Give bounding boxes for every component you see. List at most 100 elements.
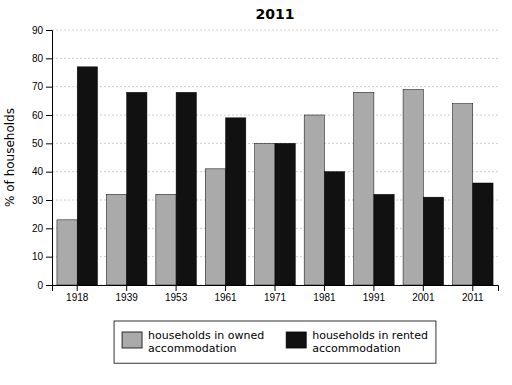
y-tick-mark <box>46 285 52 286</box>
x-tick-label: 1981 <box>313 292 336 303</box>
y-tick-label: 70 <box>32 81 44 92</box>
legend-item: households in rentedaccommodation <box>286 329 428 355</box>
x-tick-label: 1939 <box>116 292 139 303</box>
x-tick-mark <box>126 285 127 291</box>
x-axis-line <box>53 286 499 292</box>
x-tick: 2011 <box>462 285 484 303</box>
x-tick-mark <box>472 285 473 291</box>
bar <box>57 220 77 285</box>
y-tick-mark <box>46 87 52 88</box>
y-tick: 20 <box>32 223 52 234</box>
y-tick: 90 <box>32 25 52 36</box>
grid-line <box>52 30 498 31</box>
title: 2011 <box>256 6 295 22</box>
x-tick-label: 1961 <box>214 292 237 303</box>
y-tick: 70 <box>32 81 52 92</box>
x-tick-label: 1953 <box>165 292 188 303</box>
y-tick-mark <box>46 115 52 116</box>
legend-label: households in ownedaccommodation <box>148 329 264 355</box>
y-tick-label: 40 <box>32 166 44 177</box>
y-tick: 40 <box>32 166 52 177</box>
y-axis: 0 10 20 30 40 50 60 70 80 90 <box>32 25 53 291</box>
y-tick: 0 <box>37 280 52 291</box>
x-tick-label: 1971 <box>264 292 287 303</box>
bar <box>275 143 295 285</box>
bar <box>77 67 97 285</box>
y-tick: 30 <box>32 195 52 206</box>
bar <box>374 194 394 285</box>
y-tick-label: 20 <box>32 223 44 234</box>
x-tick: 1939 <box>116 285 139 303</box>
legend: households in ownedaccommodationhousehol… <box>114 321 436 363</box>
y-tick: 50 <box>32 138 52 149</box>
y-tick-mark <box>46 143 52 144</box>
bar <box>226 118 246 285</box>
y-tick-mark <box>46 30 52 31</box>
y-tick-label: 90 <box>32 25 44 36</box>
x-tick: 1971 <box>264 285 287 303</box>
y-tick: 10 <box>32 251 52 262</box>
bar <box>473 183 493 285</box>
y-tick: 60 <box>32 110 52 121</box>
y-tick-label: 30 <box>32 195 44 206</box>
x-tick-mark <box>423 285 424 291</box>
y-tick-mark <box>46 172 52 173</box>
bar-series <box>57 90 473 286</box>
bars <box>57 67 493 285</box>
legend-frame <box>114 321 436 363</box>
bar <box>127 92 147 285</box>
x-tick-mark <box>373 285 374 291</box>
bar <box>156 194 176 285</box>
bar <box>106 194 126 285</box>
x-tick: 2001 <box>412 285 435 303</box>
legend-swatch <box>122 332 142 348</box>
x-tick-label: 1991 <box>363 292 386 303</box>
y-tick-mark <box>46 58 52 59</box>
x-tick: 1918 <box>66 285 89 303</box>
x-axis: 1918 1939 1953 1961 1971 1981 1991 2001 2011 <box>53 285 499 303</box>
grid <box>52 30 498 285</box>
x-tick: 1953 <box>165 285 188 303</box>
y-axis-title: % of households <box>3 108 17 207</box>
y-axis-line <box>46 31 53 286</box>
legend-label-line: accommodation <box>312 342 401 355</box>
bar <box>176 92 196 285</box>
x-tick: 1981 <box>313 285 336 303</box>
y-tick-label: 10 <box>32 251 44 262</box>
plot: 0102030405060708090191819391953196119711… <box>32 25 499 303</box>
bar <box>304 115 324 285</box>
legend-swatch <box>286 332 306 348</box>
bar <box>354 92 374 285</box>
legend-label: households in rentedaccommodation <box>312 329 428 355</box>
bar-series <box>77 67 493 285</box>
y-tick-label: 50 <box>32 138 44 149</box>
legend-item: households in ownedaccommodation <box>122 329 264 355</box>
bar <box>423 197 443 285</box>
x-tick-label: 2011 <box>462 292 484 303</box>
x-tick: 1991 <box>363 285 386 303</box>
x-tick-mark <box>324 285 325 291</box>
bar <box>324 172 344 285</box>
bar <box>255 143 275 285</box>
x-tick-mark <box>225 285 226 291</box>
x-tick-label: 2001 <box>412 292 435 303</box>
y-tick: 80 <box>32 53 52 64</box>
y-tick-mark <box>46 228 52 229</box>
x-tick-mark <box>77 285 78 291</box>
bar <box>453 104 473 285</box>
x-tick-mark <box>275 285 276 291</box>
y-tick-label: 80 <box>32 53 44 64</box>
bar <box>403 90 423 286</box>
y-tick-mark <box>46 257 52 258</box>
x-tick-label: 1918 <box>66 292 89 303</box>
grid-line <box>52 115 498 116</box>
chart: 0102030405060708090191819391953196119711… <box>0 0 512 385</box>
x-tick-mark <box>176 285 177 291</box>
y-tick-label: 0 <box>37 280 43 291</box>
legend-label-line: households in owned <box>148 329 264 342</box>
grid-line <box>52 86 498 87</box>
grid-line <box>52 58 498 59</box>
y-tick-label: 60 <box>32 110 44 121</box>
legend-label-line: households in rented <box>312 329 428 342</box>
legend-label-line: accommodation <box>148 342 237 355</box>
